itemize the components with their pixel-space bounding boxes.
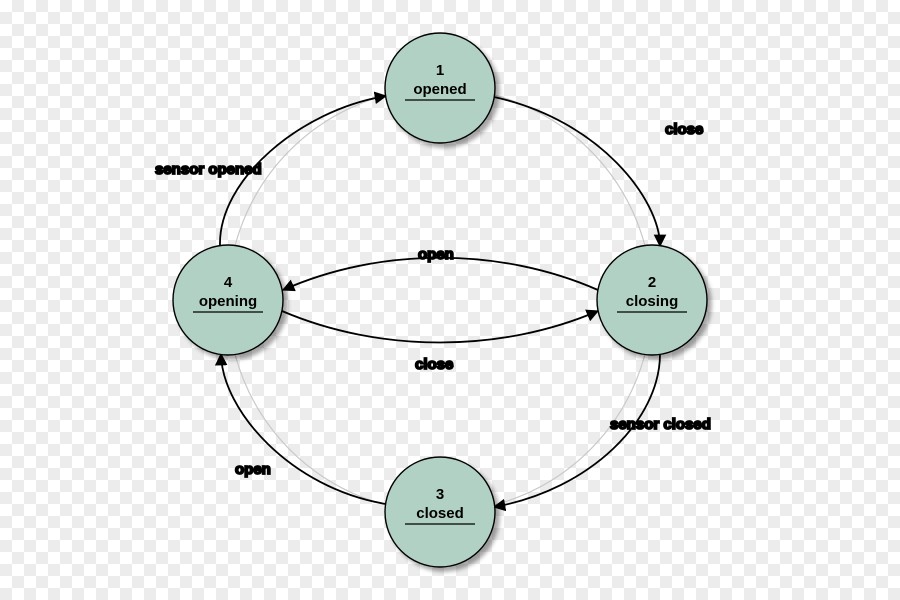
nodes-group: 1 opened 2 closing 3 closed 4 opening: [173, 33, 707, 567]
state-diagram-svg: close sensor closed open sensor opened o…: [0, 0, 900, 600]
edge-label-open-2: open: [418, 246, 454, 263]
edge-label-sensor-closed: sensor closed: [610, 416, 711, 433]
state-node-opening-number: 4: [224, 274, 233, 291]
state-node-opening-name: opening: [199, 293, 257, 310]
state-node-closing-number: 2: [648, 274, 656, 291]
edge-opening-to-closing: [282, 311, 598, 343]
edge-label-sensor-opened: sensor opened: [155, 161, 262, 178]
edge-label-close-2: close: [415, 356, 453, 373]
edge-closed-to-opening: [221, 354, 386, 504]
diagram-canvas: { "diagram": { "type": "state-machine", …: [0, 0, 900, 600]
edge-label-close-1: close: [665, 121, 703, 138]
guide-circle: [228, 88, 652, 512]
edge-opened-to-closing: [494, 97, 660, 246]
state-node-closed-number: 3: [436, 486, 444, 503]
state-node-opened-name: opened: [413, 81, 466, 98]
edge-label-open-1: open: [235, 461, 271, 478]
state-node-opened-number: 1: [436, 62, 444, 79]
state-node-closed-name: closed: [416, 505, 464, 522]
state-node-closing-name: closing: [626, 293, 679, 310]
